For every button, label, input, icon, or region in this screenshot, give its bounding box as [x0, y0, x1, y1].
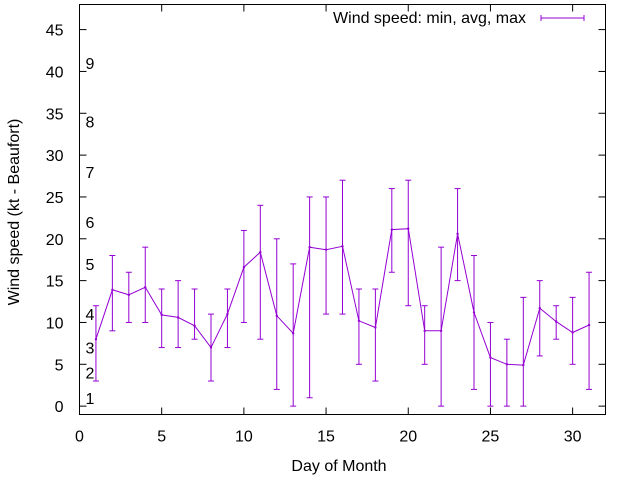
legend-label: Wind speed: min, avg, max: [333, 10, 526, 27]
data-point: [226, 312, 229, 316]
x-tick-label: 5: [157, 429, 166, 446]
data-point: [193, 324, 196, 328]
y-tick-label: 35: [46, 106, 64, 123]
data-point: [160, 313, 163, 317]
y-axis-label: Wind speed (kt - Beaufort): [6, 119, 23, 306]
x-tick-label: 15: [317, 429, 335, 446]
y-tick-label: 0: [55, 399, 64, 416]
y-tick-label: 10: [46, 315, 64, 332]
data-point: [489, 356, 492, 359]
data-point: [522, 363, 525, 367]
beaufort-label: 9: [86, 56, 95, 73]
beaufort-label: 3: [86, 341, 95, 358]
data-point: [209, 346, 213, 349]
y-tick-label: 5: [55, 357, 64, 374]
data-point: [472, 311, 476, 314]
data-point: [357, 319, 361, 322]
data-point: [407, 227, 410, 230]
beaufort-label: 1: [86, 391, 95, 408]
data-point: [308, 245, 311, 249]
x-axis-ticks: 0 5 10 15 20 25 30: [75, 4, 582, 446]
data-point: [259, 250, 262, 254]
data-point: [94, 337, 98, 341]
y-tick-label: 25: [46, 190, 64, 207]
x-tick-label: 0: [75, 429, 84, 446]
data-point: [538, 307, 541, 310]
y-tick-label: 15: [46, 274, 64, 291]
series-line-group: [94, 227, 591, 367]
data-point: [242, 266, 246, 269]
data-point: [587, 323, 591, 327]
beaufort-label: 7: [86, 165, 95, 182]
x-tick-label: 20: [399, 429, 417, 446]
data-point: [505, 363, 509, 366]
data-point: [571, 331, 574, 334]
data-point: [111, 288, 114, 292]
data-point: [341, 245, 344, 248]
y-tick-label: 20: [46, 232, 64, 249]
error-bars: [92, 179, 593, 407]
legend: Wind speed: min, avg, max: [333, 10, 585, 27]
data-point: [374, 326, 377, 329]
data-point: [324, 248, 328, 251]
beaufort-label: 5: [86, 257, 95, 274]
data-point: [554, 320, 558, 323]
beaufort-scale-labels: 1 2 3 4 5 6 7 8 9: [86, 56, 95, 408]
y-tick-label: 30: [46, 148, 64, 165]
beaufort-label: 2: [86, 366, 95, 383]
data-point: [275, 314, 278, 317]
x-axis-label: Day of Month: [291, 458, 386, 475]
data-point: [291, 332, 295, 335]
beaufort-label: 4: [86, 307, 95, 324]
data-point: [390, 228, 394, 231]
data-point: [439, 329, 443, 333]
x-tick-label: 25: [482, 429, 500, 446]
data-point: [423, 329, 426, 333]
x-tick-label: 30: [564, 429, 582, 446]
data-point: [176, 316, 180, 319]
y-tick-label: 45: [46, 23, 64, 40]
plot-frame: [79, 4, 606, 415]
x-tick-label: 10: [235, 429, 253, 446]
beaufort-label: 8: [86, 115, 95, 132]
data-point: [144, 286, 147, 289]
y-tick-label: 40: [46, 64, 64, 81]
data-point: [127, 293, 131, 297]
beaufort-label: 6: [86, 215, 95, 232]
data-point: [456, 232, 459, 235]
